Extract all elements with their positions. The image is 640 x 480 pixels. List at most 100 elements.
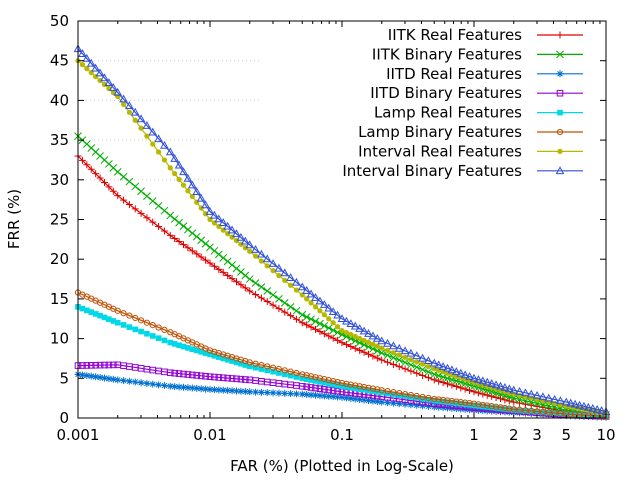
data-point xyxy=(557,410,564,417)
data-point xyxy=(324,303,334,312)
data-point xyxy=(356,383,363,390)
data-point xyxy=(188,384,196,392)
data-point xyxy=(220,355,227,362)
data-point xyxy=(86,58,96,67)
data-point xyxy=(334,382,341,389)
data-point xyxy=(374,343,380,349)
data-point xyxy=(369,352,377,360)
data-point xyxy=(407,360,415,369)
data-point xyxy=(347,381,354,388)
data-point xyxy=(444,397,451,404)
data-point xyxy=(131,182,140,191)
y-tick-label: 10 xyxy=(50,330,69,348)
series-line xyxy=(77,155,607,417)
data-point xyxy=(101,314,108,321)
data-point xyxy=(292,390,300,398)
data-point xyxy=(187,180,197,189)
data-point xyxy=(136,114,146,123)
data-point xyxy=(292,315,300,323)
data-point xyxy=(475,401,482,408)
data-point xyxy=(496,408,504,416)
data-point xyxy=(355,324,365,332)
data-point xyxy=(312,384,319,392)
data-point xyxy=(247,248,253,254)
data-point xyxy=(316,392,324,400)
data-point xyxy=(303,383,310,391)
data-point xyxy=(430,376,438,384)
y-tick-label: 40 xyxy=(50,91,69,109)
data-point xyxy=(430,370,439,379)
data-point xyxy=(337,314,347,323)
data-point xyxy=(334,387,341,395)
data-point xyxy=(479,390,487,398)
data-point xyxy=(211,220,218,226)
data-point xyxy=(334,336,342,344)
data-point xyxy=(232,387,240,395)
data-point xyxy=(424,368,433,376)
data-point xyxy=(96,361,104,369)
data-point xyxy=(482,377,492,386)
data-point xyxy=(351,344,359,352)
data-point xyxy=(211,348,218,355)
data-point xyxy=(188,247,196,255)
data-point xyxy=(435,396,442,403)
data-point xyxy=(342,394,350,402)
data-point xyxy=(245,240,255,249)
data-point xyxy=(321,379,328,386)
data-point xyxy=(506,406,513,413)
data-point xyxy=(184,244,192,252)
data-point xyxy=(306,289,316,298)
data-point xyxy=(389,341,398,350)
data-point xyxy=(402,393,408,399)
data-point xyxy=(119,172,128,181)
data-point xyxy=(193,372,201,379)
data-point xyxy=(407,367,415,375)
data-point xyxy=(431,397,438,404)
data-point xyxy=(125,177,134,186)
data-point xyxy=(369,397,377,405)
data-point xyxy=(479,401,486,409)
data-point xyxy=(319,300,329,308)
data-point xyxy=(175,238,183,246)
data-point xyxy=(424,402,432,410)
data-point xyxy=(87,372,95,380)
data-point xyxy=(307,315,315,324)
data-point xyxy=(396,389,403,397)
data-point xyxy=(500,383,510,391)
data-point xyxy=(192,187,202,196)
data-point xyxy=(407,391,415,399)
data-point xyxy=(544,402,553,410)
data-point xyxy=(154,201,163,210)
data-point xyxy=(246,388,254,396)
data-point xyxy=(521,388,530,397)
data-point xyxy=(395,400,403,408)
data-point xyxy=(347,394,355,402)
data-point xyxy=(412,351,422,360)
data-point xyxy=(365,339,372,345)
data-point xyxy=(160,227,168,235)
data-point xyxy=(364,350,372,358)
data-point xyxy=(165,147,175,156)
data-point xyxy=(457,398,464,406)
data-point xyxy=(383,338,392,347)
y-tick-label: 0 xyxy=(59,409,69,427)
data-point xyxy=(425,396,432,403)
data-point xyxy=(556,70,564,78)
data-point xyxy=(365,384,372,391)
data-point xyxy=(412,363,421,372)
data-point xyxy=(197,385,205,393)
data-point xyxy=(557,148,563,155)
data-point xyxy=(316,375,324,382)
data-point xyxy=(236,232,246,241)
data-point xyxy=(142,121,152,129)
data-point xyxy=(474,389,482,397)
data-point xyxy=(282,277,288,283)
series-iitk-real-features xyxy=(74,152,610,420)
data-point xyxy=(170,154,180,162)
data-point xyxy=(252,290,260,298)
data-point xyxy=(510,398,518,406)
x-tick-labels: 0.001 0.01 0.1 1 2 3 5 10 xyxy=(57,426,616,444)
data-point xyxy=(130,107,140,116)
data-point xyxy=(351,395,359,403)
